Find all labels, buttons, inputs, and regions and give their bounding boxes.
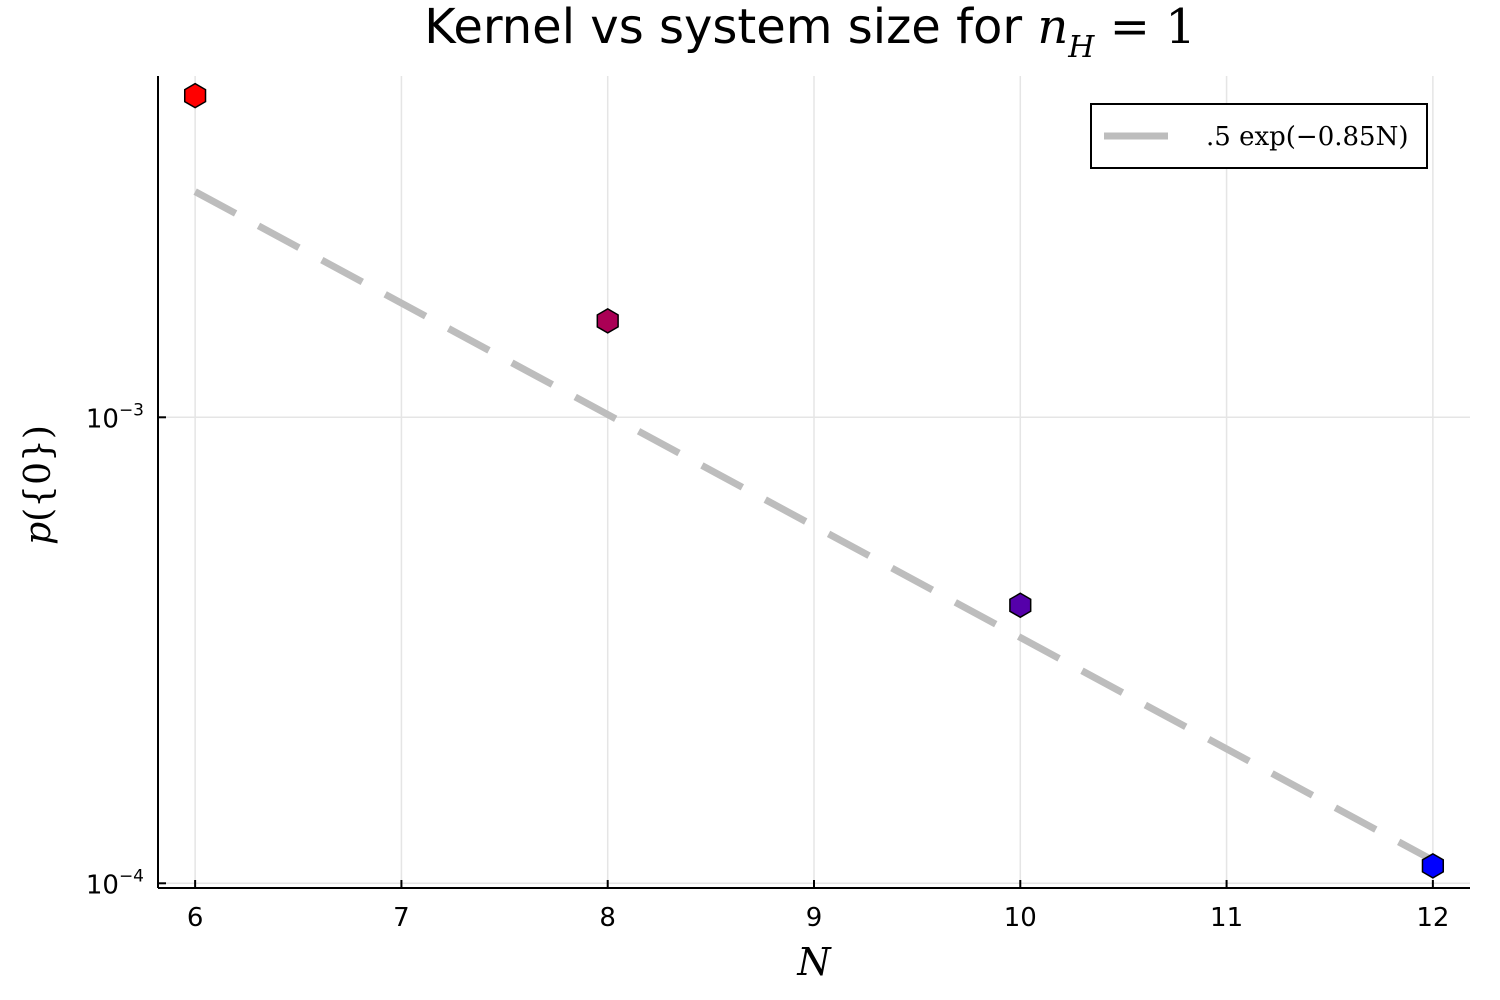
tick-layer: 6 7 8 9 10 11 12 10−3 10−4 xyxy=(86,400,1450,933)
x-tick-label: 6 xyxy=(187,903,204,933)
x-tick-label: 12 xyxy=(1416,903,1449,933)
chart-title-math-sub: H xyxy=(1067,30,1095,65)
chart-title-text: Kernel vs system size for xyxy=(424,0,1037,55)
y-axis-label-var: p xyxy=(18,522,59,545)
x-tick-label: 10 xyxy=(1004,903,1037,933)
y-tick-label: 10−4 xyxy=(86,866,144,900)
y-axis-label-rest: ({0}) xyxy=(18,425,59,522)
x-tick-label: 9 xyxy=(806,903,823,933)
y-axis-label: p({0}) xyxy=(18,425,59,545)
chart-title-math-var: n xyxy=(1037,0,1068,55)
data-point xyxy=(1421,852,1445,879)
x-tick-label: 11 xyxy=(1210,903,1243,933)
x-tick-label: 7 xyxy=(393,903,410,933)
data-point xyxy=(183,82,207,109)
grid-layer xyxy=(158,76,1470,888)
legend: .5 exp(−0.85N) xyxy=(1090,103,1428,169)
chart-title-math-rest: = 1 xyxy=(1094,0,1195,55)
fit-line xyxy=(193,188,1435,864)
data-point xyxy=(596,308,619,334)
series-layer xyxy=(183,82,1445,879)
legend-label: .5 exp(−0.85N) xyxy=(1206,122,1408,152)
chart-title: Kernel vs system size for nH = 1 xyxy=(424,0,1195,65)
x-axis-label: N xyxy=(796,940,832,984)
x-tick-label: 8 xyxy=(599,903,616,933)
y-tick-label: 10−3 xyxy=(86,400,144,434)
data-point xyxy=(1009,592,1032,619)
